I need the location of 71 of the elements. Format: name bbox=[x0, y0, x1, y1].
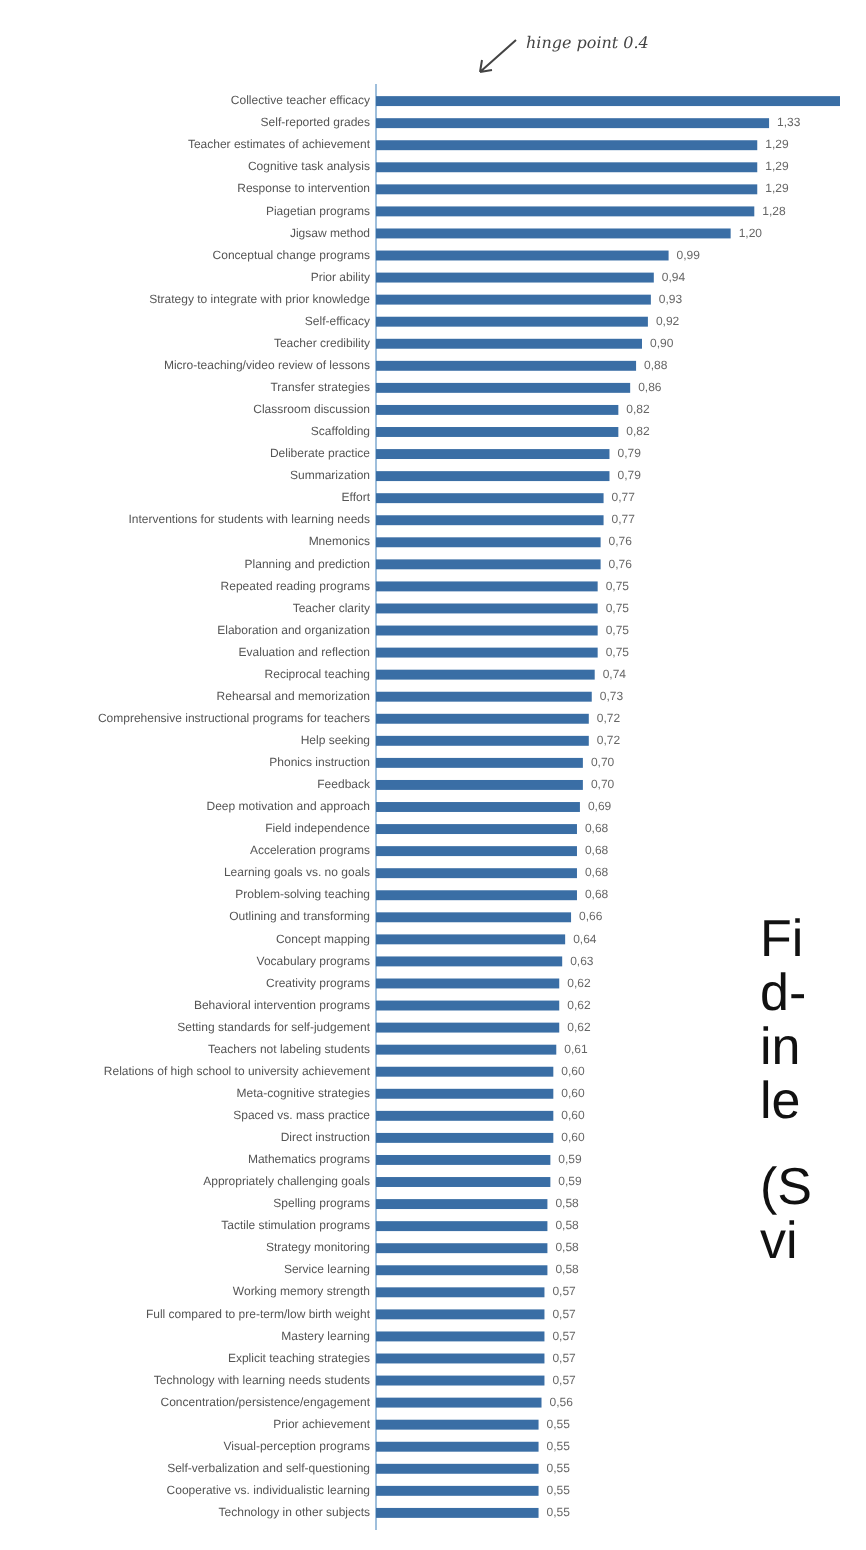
bar bbox=[376, 1331, 545, 1342]
bar bbox=[376, 868, 577, 879]
bar bbox=[376, 360, 637, 371]
text: hinge point 0.4 bbox=[526, 34, 649, 52]
bar bbox=[376, 691, 592, 702]
bar bbox=[376, 1199, 548, 1210]
bar bbox=[376, 603, 598, 614]
bar bbox=[376, 1463, 539, 1474]
bar bbox=[376, 934, 566, 945]
bar bbox=[376, 1177, 551, 1187]
bar bbox=[376, 1000, 560, 1011]
bar bbox=[376, 978, 560, 989]
bar bbox=[376, 184, 758, 195]
bar bbox=[376, 96, 840, 107]
bar bbox=[376, 1022, 560, 1033]
bar bbox=[376, 757, 583, 768]
bar bbox=[376, 228, 731, 239]
bar bbox=[376, 162, 758, 173]
bar bbox=[376, 1044, 557, 1055]
bar bbox=[376, 404, 619, 415]
bar bbox=[376, 206, 755, 217]
annotation: Fi bbox=[760, 908, 804, 968]
bar bbox=[376, 1375, 545, 1386]
annotation: (S bbox=[760, 1156, 812, 1216]
bar bbox=[376, 1419, 539, 1430]
bar bbox=[376, 1353, 545, 1364]
bar bbox=[376, 427, 619, 437]
bar bbox=[376, 338, 642, 349]
bar bbox=[376, 625, 598, 636]
bar bbox=[376, 1309, 545, 1320]
bar bbox=[376, 1132, 554, 1143]
annotation: le bbox=[760, 1070, 801, 1130]
bar bbox=[376, 471, 610, 482]
bar bbox=[376, 581, 598, 592]
bar bbox=[376, 669, 595, 680]
bar bbox=[376, 1088, 554, 1099]
bar bbox=[376, 956, 563, 967]
bar bbox=[376, 1441, 539, 1452]
bar bbox=[376, 802, 580, 812]
bar bbox=[376, 559, 601, 570]
bar bbox=[376, 1066, 554, 1077]
bar bbox=[376, 537, 601, 548]
bar bbox=[376, 294, 651, 305]
bar bbox=[376, 1243, 548, 1254]
bar bbox=[376, 713, 589, 724]
annotation: d- bbox=[760, 962, 807, 1022]
bar bbox=[376, 1154, 551, 1165]
bar bbox=[376, 449, 610, 460]
bar bbox=[376, 140, 758, 151]
bar bbox=[376, 118, 770, 129]
bar bbox=[376, 824, 577, 835]
bar bbox=[376, 1485, 539, 1496]
bar bbox=[376, 1110, 554, 1121]
annotation: in bbox=[760, 1016, 801, 1076]
bar bbox=[376, 316, 648, 327]
bar bbox=[376, 382, 631, 393]
bar bbox=[376, 250, 669, 261]
bar bbox=[376, 272, 654, 283]
bar bbox=[376, 1221, 548, 1232]
bar bbox=[376, 1397, 542, 1408]
bar bbox=[376, 1507, 539, 1518]
bar bbox=[376, 846, 577, 857]
bar bbox=[376, 735, 589, 746]
bar bbox=[376, 912, 572, 923]
bar bbox=[376, 890, 577, 901]
bar bbox=[376, 779, 583, 790]
bar bbox=[376, 515, 604, 526]
bar bbox=[376, 1265, 548, 1276]
bar bbox=[376, 493, 604, 504]
bar bbox=[376, 1287, 545, 1298]
bar bbox=[376, 647, 598, 658]
